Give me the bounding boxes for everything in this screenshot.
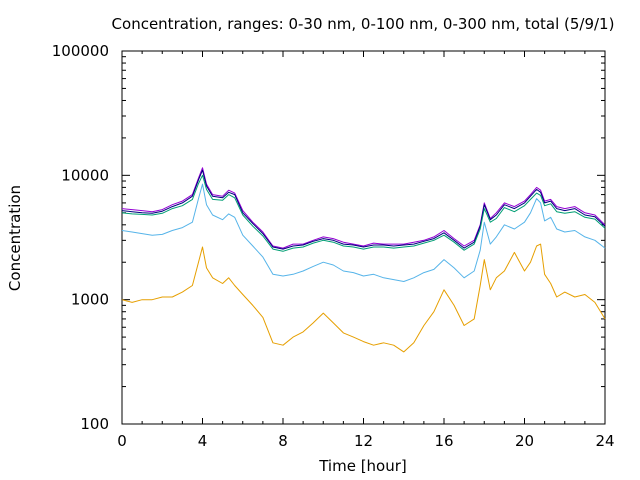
x-tick-label: 4 (198, 432, 208, 450)
y-tick-label: 100 (80, 415, 109, 433)
series-layer (121, 167, 606, 353)
x-tick-label: 20 (515, 432, 534, 450)
series-line-5 (121, 243, 606, 353)
series-line-4 (121, 183, 606, 282)
series-line-2 (121, 169, 606, 250)
x-axis-label: Time [hour] (318, 457, 407, 475)
series-line-3 (121, 174, 606, 252)
y-tick-label: 1000 (71, 291, 109, 309)
axis-ticks: 0 4 8 12 16 20 24 100 1000 10000 100000 (52, 42, 615, 450)
chart-title: Concentration, ranges: 0-30 nm, 0-100 nm… (112, 15, 615, 33)
x-tick-label: 16 (434, 432, 453, 450)
y-tick-label: 10000 (61, 166, 109, 184)
y-axis-label: Concentration (6, 185, 24, 291)
y-tick-label: 100000 (52, 42, 109, 60)
x-tick-label: 0 (117, 432, 127, 450)
series-line-1 (121, 167, 606, 249)
x-tick-label: 8 (278, 432, 288, 450)
x-tick-label: 24 (595, 432, 614, 450)
x-tick-label: 12 (354, 432, 373, 450)
plot-area-frame (121, 50, 606, 425)
